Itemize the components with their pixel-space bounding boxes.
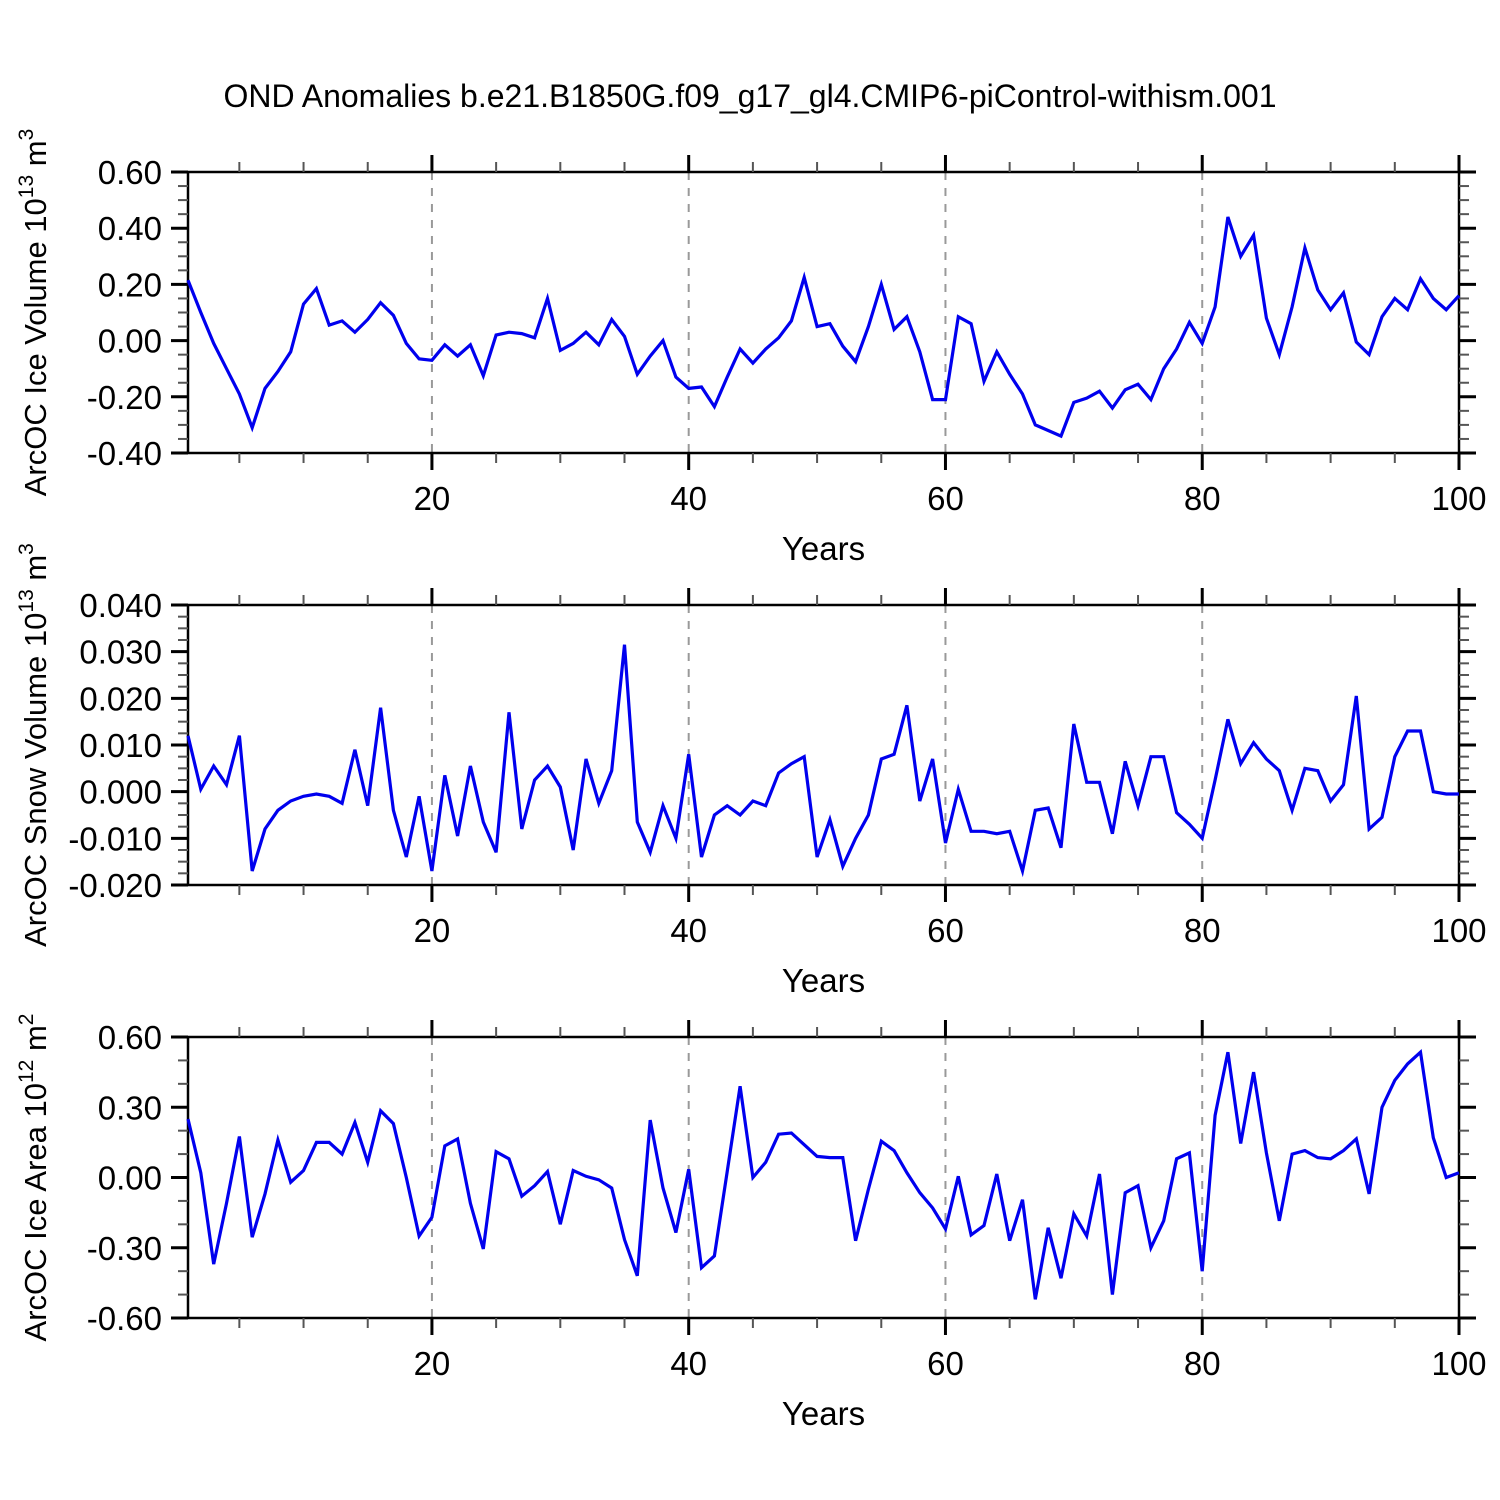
x-axis-title: Years	[782, 530, 865, 567]
x-tick-label: 60	[927, 480, 964, 517]
x-tick-label: 80	[1184, 480, 1221, 517]
y-tick-label: 0.00	[98, 323, 162, 360]
y-tick-label: 0.020	[79, 680, 162, 717]
x-axis-title: Years	[782, 962, 865, 999]
snow-volume-line	[186, 644, 1459, 878]
y-tick-label: 0.040	[79, 587, 162, 624]
y-tick-label: 0.030	[79, 634, 162, 671]
y-axis-title: ArcOC Snow Volume 1013 m3	[15, 543, 53, 947]
x-tick-label: 40	[670, 912, 707, 949]
y-tick-label: -0.30	[87, 1230, 162, 1267]
y-tick-label: 0.000	[79, 774, 162, 811]
x-tick-label: 100	[1431, 1345, 1486, 1382]
y-tick-label: 0.00	[98, 1160, 162, 1197]
panel-ice-volume: 20 40 60 80 100 Years -0.40 -0.20 0.00 0.20 0.40 0.…	[15, 129, 1487, 567]
x-axis-title: Years	[782, 1395, 865, 1432]
panel-snow-volume: 20 40 60 80 100 Years -0.020 -0.010 0.000 0.010 0.…	[15, 543, 1487, 999]
y-tick-label: -0.20	[87, 379, 162, 416]
y-axis-title: ArcOC Ice Area 1012 m2	[15, 1014, 53, 1342]
y-tick-label: -0.40	[87, 435, 162, 472]
figure-title: OND Anomalies b.e21.B1850G.f09_g17_gl4.C…	[223, 78, 1277, 114]
y-tick-label: 0.30	[98, 1089, 162, 1126]
y-tick-label: 0.60	[98, 1019, 162, 1056]
y-tick-label: -0.020	[68, 867, 162, 904]
ice-volume-line	[186, 216, 1461, 439]
x-tick-label: 40	[670, 1345, 707, 1382]
y-tick-label: 0.010	[79, 727, 162, 764]
x-tick-label: 60	[927, 912, 964, 949]
y-axis-title: ArcOC Ice Volume 1013 m3	[15, 129, 53, 497]
x-tick-label: 60	[927, 1345, 964, 1382]
plot-frame	[186, 170, 1461, 455]
x-tick-label: 100	[1431, 912, 1486, 949]
x-tick-label: 80	[1184, 1345, 1221, 1382]
y-tick-label: 0.20	[98, 266, 162, 303]
x-tick-label: 20	[414, 480, 451, 517]
x-tick-label: 20	[414, 1345, 451, 1382]
y-tick-label: -0.010	[68, 820, 162, 857]
ice-area-line	[186, 1049, 1460, 1300]
x-tick-label: 20	[414, 912, 451, 949]
y-tick-label: 0.40	[98, 210, 162, 247]
plot-frame	[186, 1035, 1461, 1320]
x-tick-label: 80	[1184, 912, 1221, 949]
y-tick-label: 0.60	[98, 154, 162, 191]
x-tick-label: 40	[670, 480, 707, 517]
x-tick-label: 100	[1431, 480, 1486, 517]
y-tick-label: -0.60	[87, 1300, 162, 1337]
panel-ice-area: 20 40 60 80 100 Years -0.60 -0.30 0.00 0.30 0.60 Ar…	[15, 1014, 1487, 1432]
